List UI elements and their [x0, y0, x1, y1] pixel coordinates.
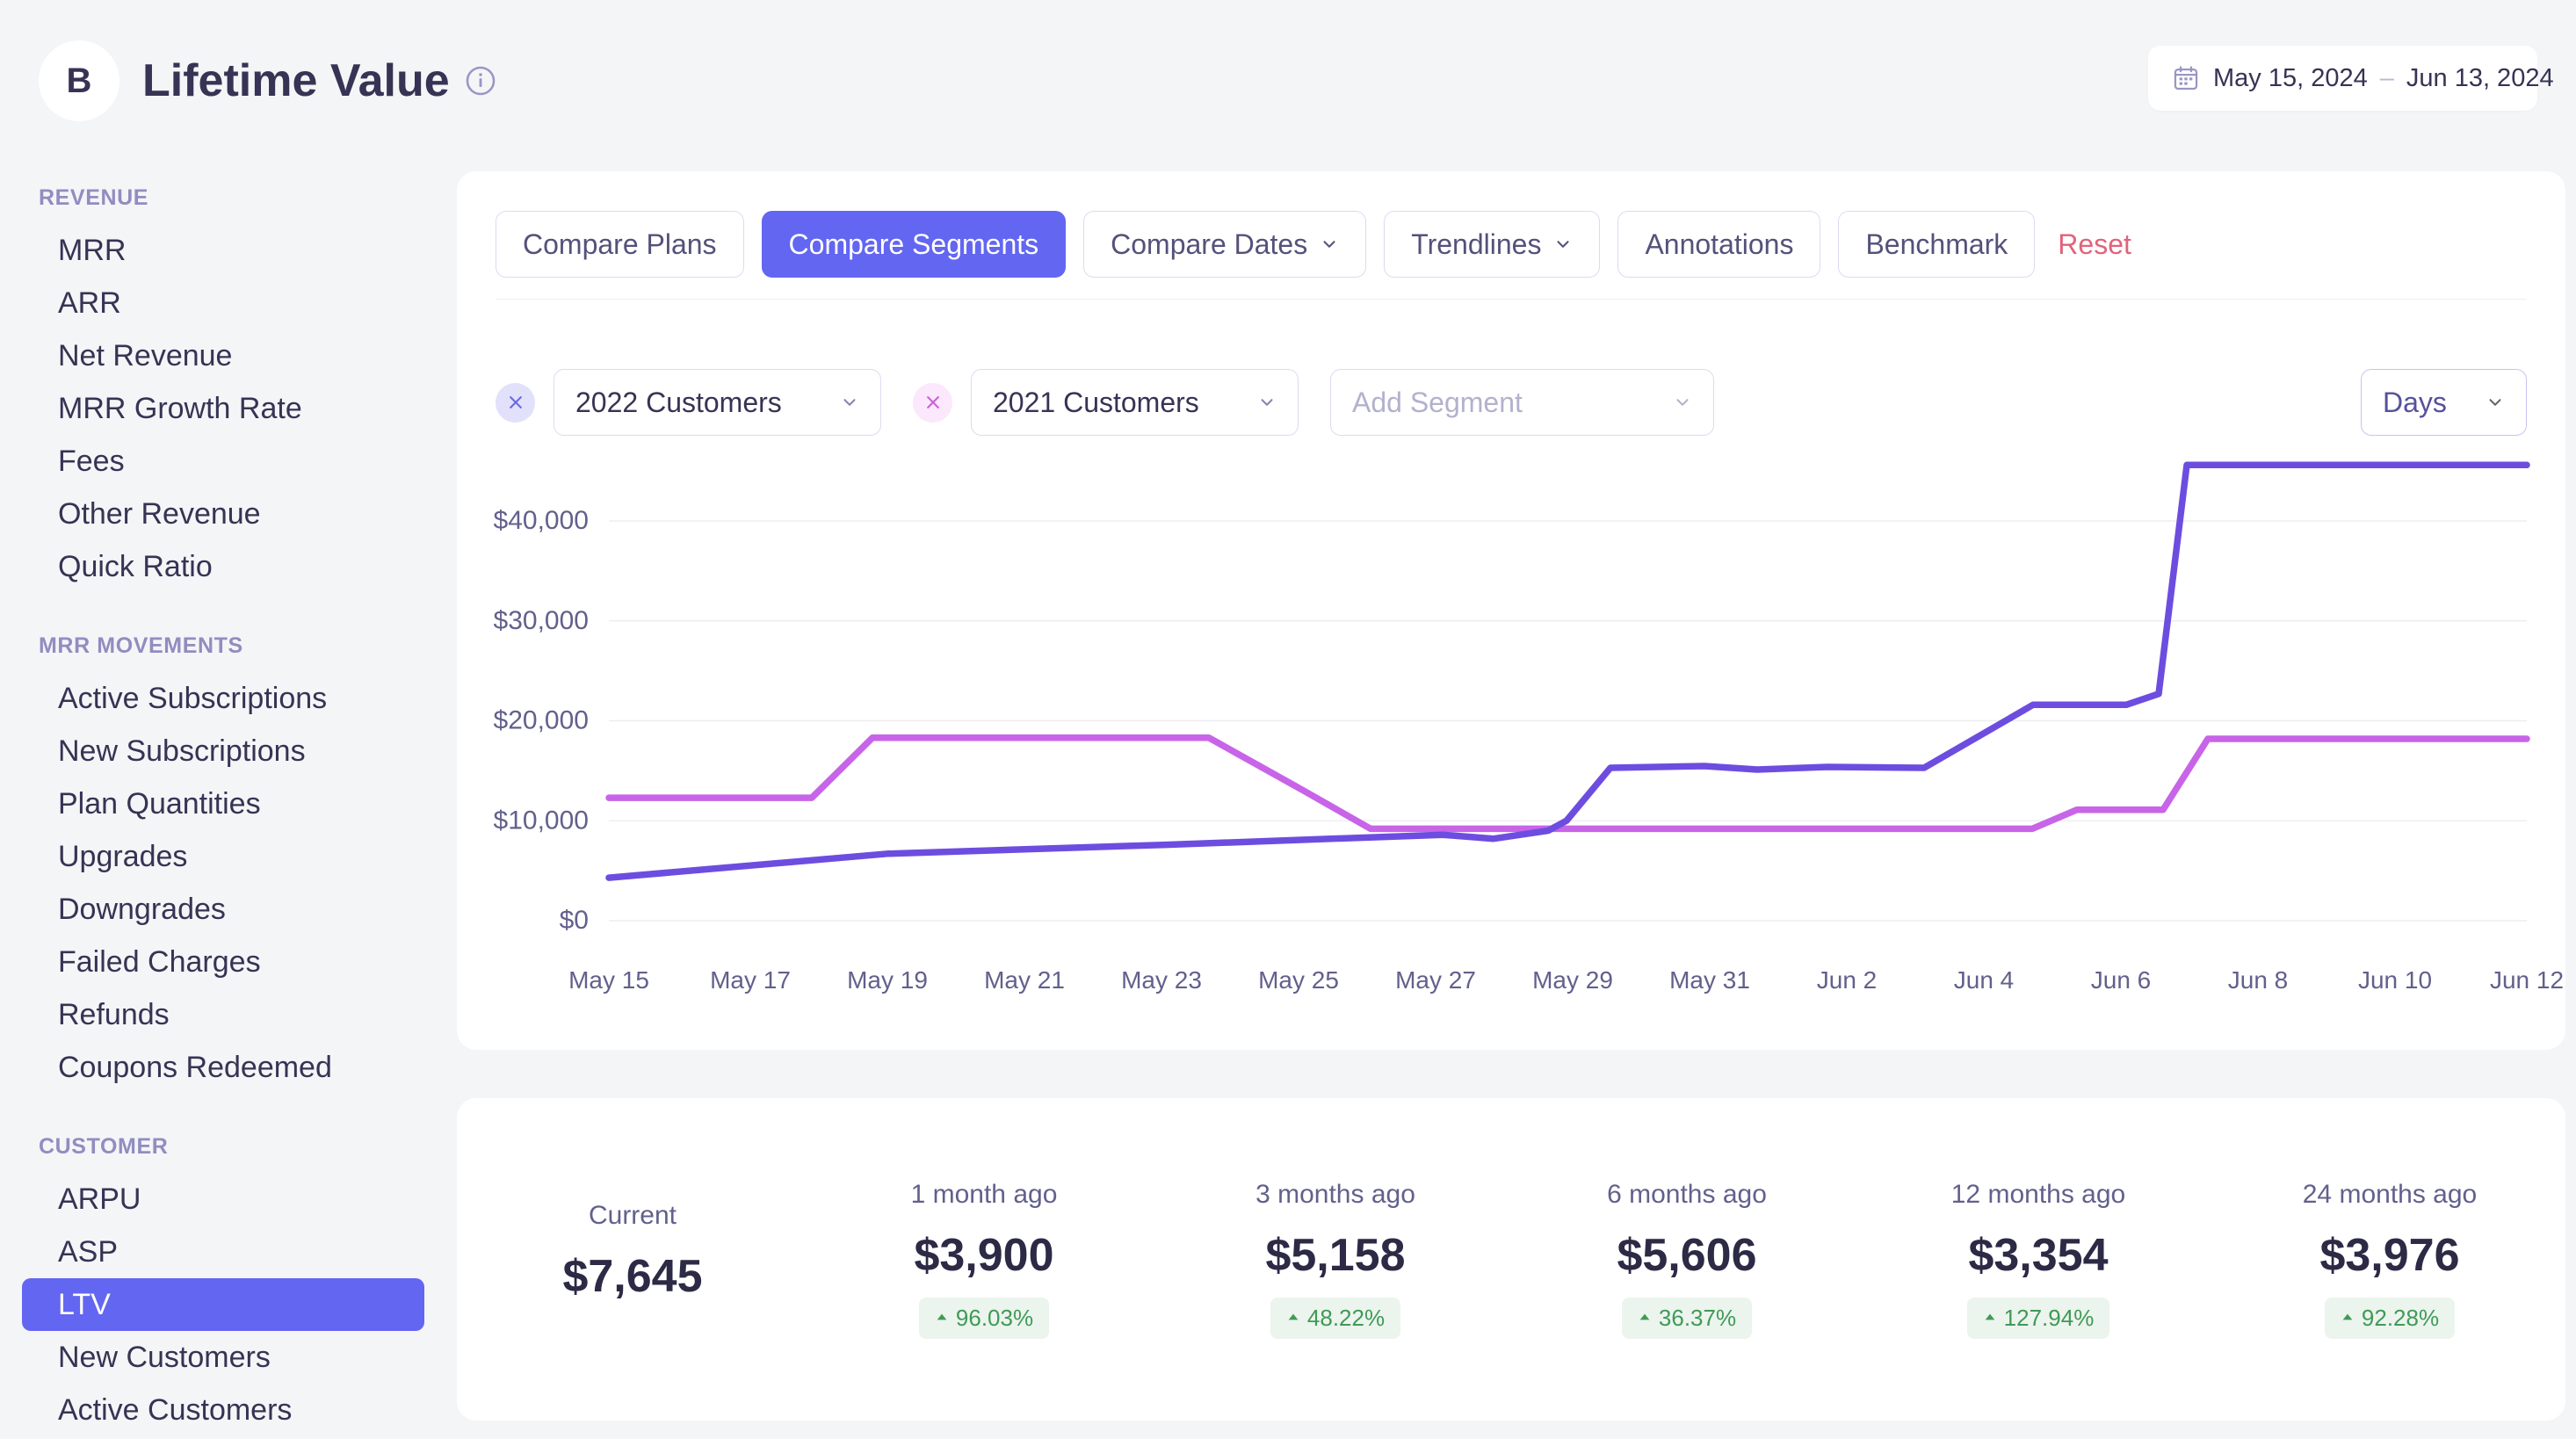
svg-text:$30,000: $30,000 [494, 606, 589, 635]
svg-text:Jun 10: Jun 10 [2358, 966, 2432, 994]
svg-text:May 21: May 21 [984, 966, 1065, 994]
svg-text:Jun 8: Jun 8 [2228, 966, 2289, 994]
svg-text:Jun 12: Jun 12 [2490, 966, 2564, 994]
svg-text:May 17: May 17 [710, 966, 791, 994]
svg-text:May 25: May 25 [1258, 966, 1339, 994]
svg-text:Jun 4: Jun 4 [1954, 966, 2015, 994]
svg-text:May 29: May 29 [1532, 966, 1613, 994]
svg-text:May 31: May 31 [1669, 966, 1750, 994]
svg-text:Jun 6: Jun 6 [2091, 966, 2152, 994]
svg-text:Jun 2: Jun 2 [1817, 966, 1878, 994]
svg-text:$20,000: $20,000 [494, 706, 589, 735]
svg-text:May 19: May 19 [847, 966, 928, 994]
svg-text:May 23: May 23 [1121, 966, 1202, 994]
svg-text:May 27: May 27 [1395, 966, 1476, 994]
svg-text:$10,000: $10,000 [494, 806, 589, 835]
svg-text:$0: $0 [560, 906, 589, 935]
svg-text:$40,000: $40,000 [494, 506, 589, 535]
svg-text:May 15: May 15 [568, 966, 649, 994]
